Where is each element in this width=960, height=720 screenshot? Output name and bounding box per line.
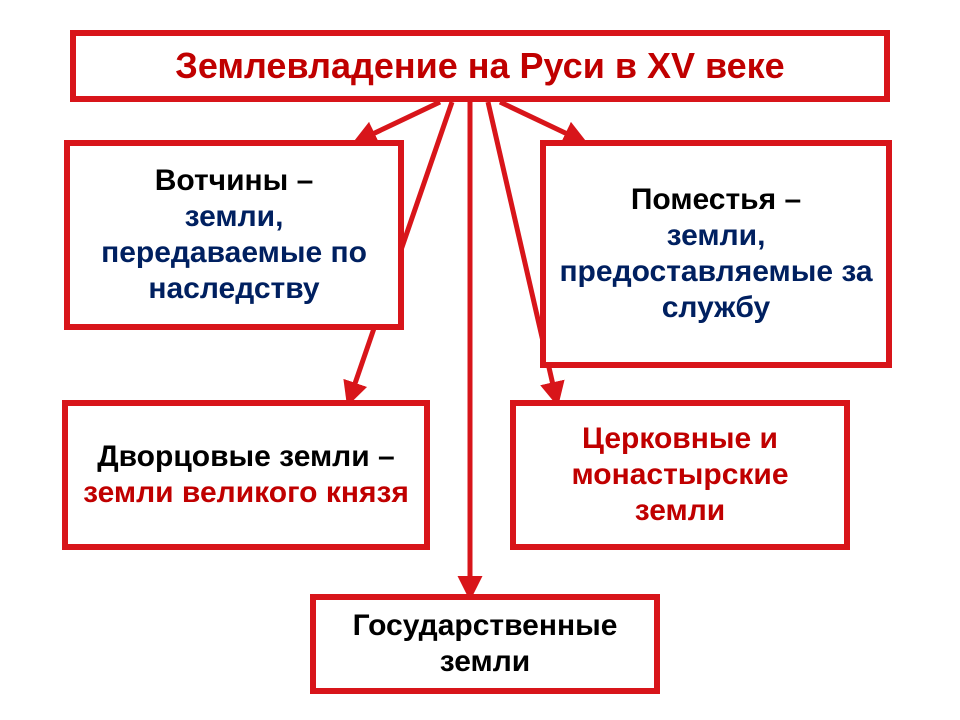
node-pomestya-run-0: Поместья – (558, 182, 874, 218)
node-dvortsovye-run-0: Дворцовые земли – (83, 439, 409, 475)
node-votchiny: Вотчины – земли, передаваемые по наследс… (64, 140, 404, 330)
arrow-1 (500, 102, 580, 140)
node-pomestya-run-1: земли, предоставляемые за службу (558, 218, 874, 326)
node-tserkovnye-run-0: Церковные и монастырские земли (528, 421, 832, 529)
node-gosudarstvennye-text: Государственные земли (328, 608, 642, 680)
node-dvortsovye-text: Дворцовые земли – земли великого князя (83, 439, 409, 511)
node-votchiny-text: Вотчины – земли, передаваемые по наследс… (82, 163, 386, 307)
node-gosudarstvennye: Государственные земли (310, 594, 660, 694)
node-tserkovnye: Церковные и монастырские земли (510, 400, 850, 550)
node-pomestya: Поместья – земли, предоставляемые за слу… (540, 140, 892, 368)
node-pomestya-text: Поместья – земли, предоставляемые за слу… (558, 182, 874, 326)
node-votchiny-run-1: земли, передаваемые по наследству (82, 199, 386, 307)
node-votchiny-run-0: Вотчины – (82, 163, 386, 199)
diagram-title: Землевладение на Руси в XV веке (70, 30, 890, 102)
node-dvortsovye-run-1: земли великого князя (83, 475, 409, 511)
arrow-0 (360, 102, 440, 140)
diagram-title-text: Землевладение на Руси в XV веке (175, 44, 784, 87)
node-gosudarstvennye-run-0: Государственные земли (328, 608, 642, 680)
node-tserkovnye-text: Церковные и монастырские земли (528, 421, 832, 529)
node-dvortsovye: Дворцовые земли – земли великого князя (62, 400, 430, 550)
